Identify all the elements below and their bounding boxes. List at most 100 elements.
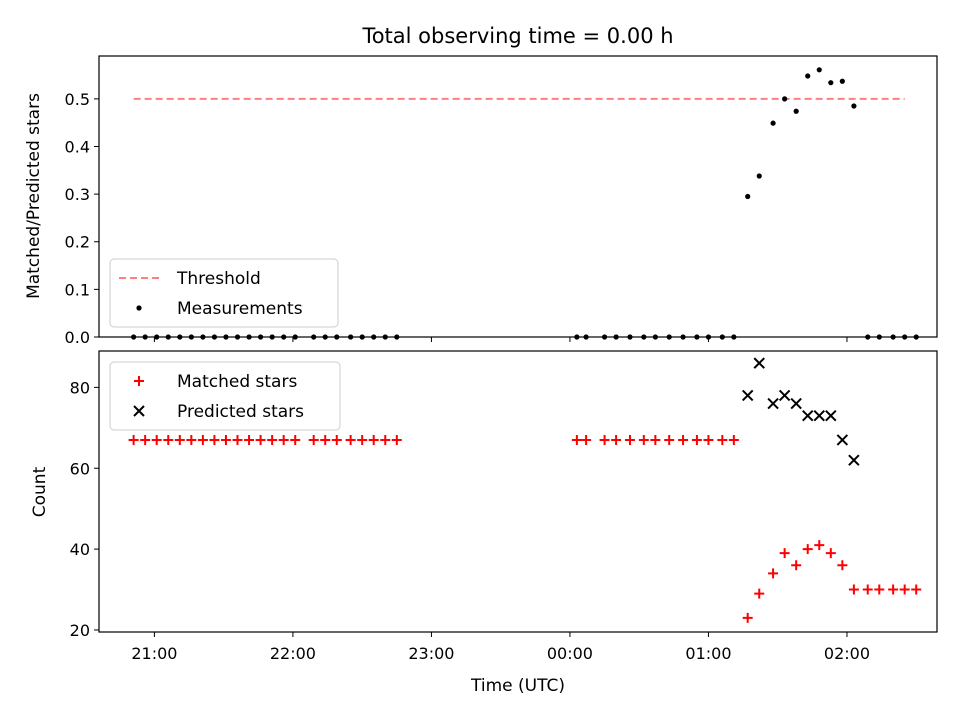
count-point	[267, 434, 278, 445]
xtick-label: 00:00	[547, 644, 593, 663]
ratio-point	[816, 67, 822, 73]
count-point	[244, 434, 255, 445]
count-point	[790, 397, 802, 410]
count-ytick-label: 60	[70, 459, 90, 478]
ratio-point	[828, 80, 834, 86]
count-point	[140, 434, 151, 445]
count-point	[836, 434, 849, 446]
count-point	[174, 434, 185, 445]
count-point	[754, 588, 765, 599]
count-point	[728, 434, 739, 445]
count-series-matched-stars	[128, 434, 922, 623]
count-point	[581, 434, 592, 445]
count-point	[308, 434, 319, 445]
xtick-label: 21:00	[131, 644, 177, 663]
count-point	[197, 434, 208, 445]
ylabel-count: Count	[30, 466, 50, 517]
count-point	[862, 584, 873, 595]
ratio-ytick-label: 0.0	[65, 328, 90, 347]
count-point	[825, 409, 837, 422]
count-point	[813, 409, 825, 422]
ratio-ytick-label: 0.1	[65, 280, 90, 299]
count-point	[691, 434, 702, 445]
count-point	[345, 434, 356, 445]
count-point	[802, 544, 813, 555]
count-ytick-label: 40	[70, 540, 90, 559]
ratio-plot-frame	[98, 55, 938, 338]
count-point	[742, 612, 753, 623]
count-legend: Matched stars Predicted stars	[109, 361, 341, 431]
count-point	[741, 389, 754, 402]
count-ytick-label: 20	[70, 621, 90, 640]
ratio-point	[770, 120, 776, 126]
count-legend-label: Matched stars	[177, 372, 297, 392]
ratio-point	[745, 193, 751, 200]
xtick-label: 02:00	[824, 644, 870, 663]
ratio-ytick-label: 0.4	[65, 137, 90, 156]
count-point	[320, 434, 331, 445]
figure-title: Total observing time = 0.00 h	[361, 24, 673, 48]
count-legend-label: Predicted stars	[177, 402, 304, 422]
count-point	[814, 540, 825, 551]
ratio-point	[782, 96, 788, 102]
count-point	[278, 434, 289, 445]
count-point	[703, 434, 714, 445]
count-legend-marker	[134, 376, 144, 386]
count-point	[848, 584, 859, 595]
ratio-point	[851, 103, 857, 109]
ratio-ytick-label: 0.2	[65, 233, 90, 252]
count-point	[128, 434, 139, 445]
count-point	[899, 584, 910, 595]
ratio-legend-label: Measurements	[177, 299, 303, 319]
count-point	[186, 434, 197, 445]
xtick-label: 01:00	[685, 644, 731, 663]
count-point	[650, 434, 661, 445]
count-panel: 20 40 60 80 21:00 22:00 23:00 00:00 01:00 02:00 Ma…	[70, 350, 938, 663]
count-point	[848, 454, 860, 466]
count-point	[611, 434, 622, 445]
xlabel-time: Time (UTC)	[470, 676, 565, 696]
count-point	[888, 584, 899, 595]
count-point	[779, 548, 790, 559]
ratio-panel: 0.0 0.1 0.2 0.3 0.4 0.5 Threshold Measurements	[65, 55, 938, 347]
ratio-legend: Threshold Measurements	[109, 258, 339, 328]
ratio-ytick-label: 0.3	[65, 185, 90, 204]
count-point	[151, 434, 162, 445]
count-point	[638, 434, 649, 445]
count-point	[163, 434, 174, 445]
count-point	[380, 434, 391, 445]
xtick-label: 23:00	[408, 644, 454, 663]
ratio-point	[756, 173, 762, 179]
count-legend-marker	[133, 405, 145, 417]
count-point	[768, 568, 779, 579]
ratio-legend-marker	[136, 305, 142, 311]
count-point	[220, 434, 231, 445]
count-point	[290, 434, 301, 445]
ratio-point	[839, 78, 845, 84]
count-point	[664, 434, 675, 445]
count-point	[571, 434, 582, 445]
ratio-ytick-label: 0.5	[65, 90, 90, 109]
count-point	[357, 434, 368, 445]
count-point	[624, 434, 635, 445]
count-point	[368, 434, 379, 445]
count-point	[837, 560, 848, 571]
count-point	[209, 434, 220, 445]
ratio-legend-box	[109, 258, 339, 328]
count-point	[255, 434, 266, 445]
ratio-point	[805, 73, 811, 79]
count-point	[232, 434, 243, 445]
count-point	[717, 434, 728, 445]
ratio-legend-label: Threshold	[176, 269, 261, 289]
ylabel-ratio: Matched/Predicted stars	[24, 93, 44, 299]
count-point	[911, 584, 922, 595]
count-point	[391, 434, 402, 445]
count-legend-box	[109, 361, 341, 431]
count-series-predicted-stars	[741, 357, 860, 466]
count-point	[802, 409, 814, 422]
count-point	[767, 397, 779, 410]
ratio-point	[793, 108, 799, 114]
count-point	[778, 389, 791, 402]
count-point	[331, 434, 342, 445]
